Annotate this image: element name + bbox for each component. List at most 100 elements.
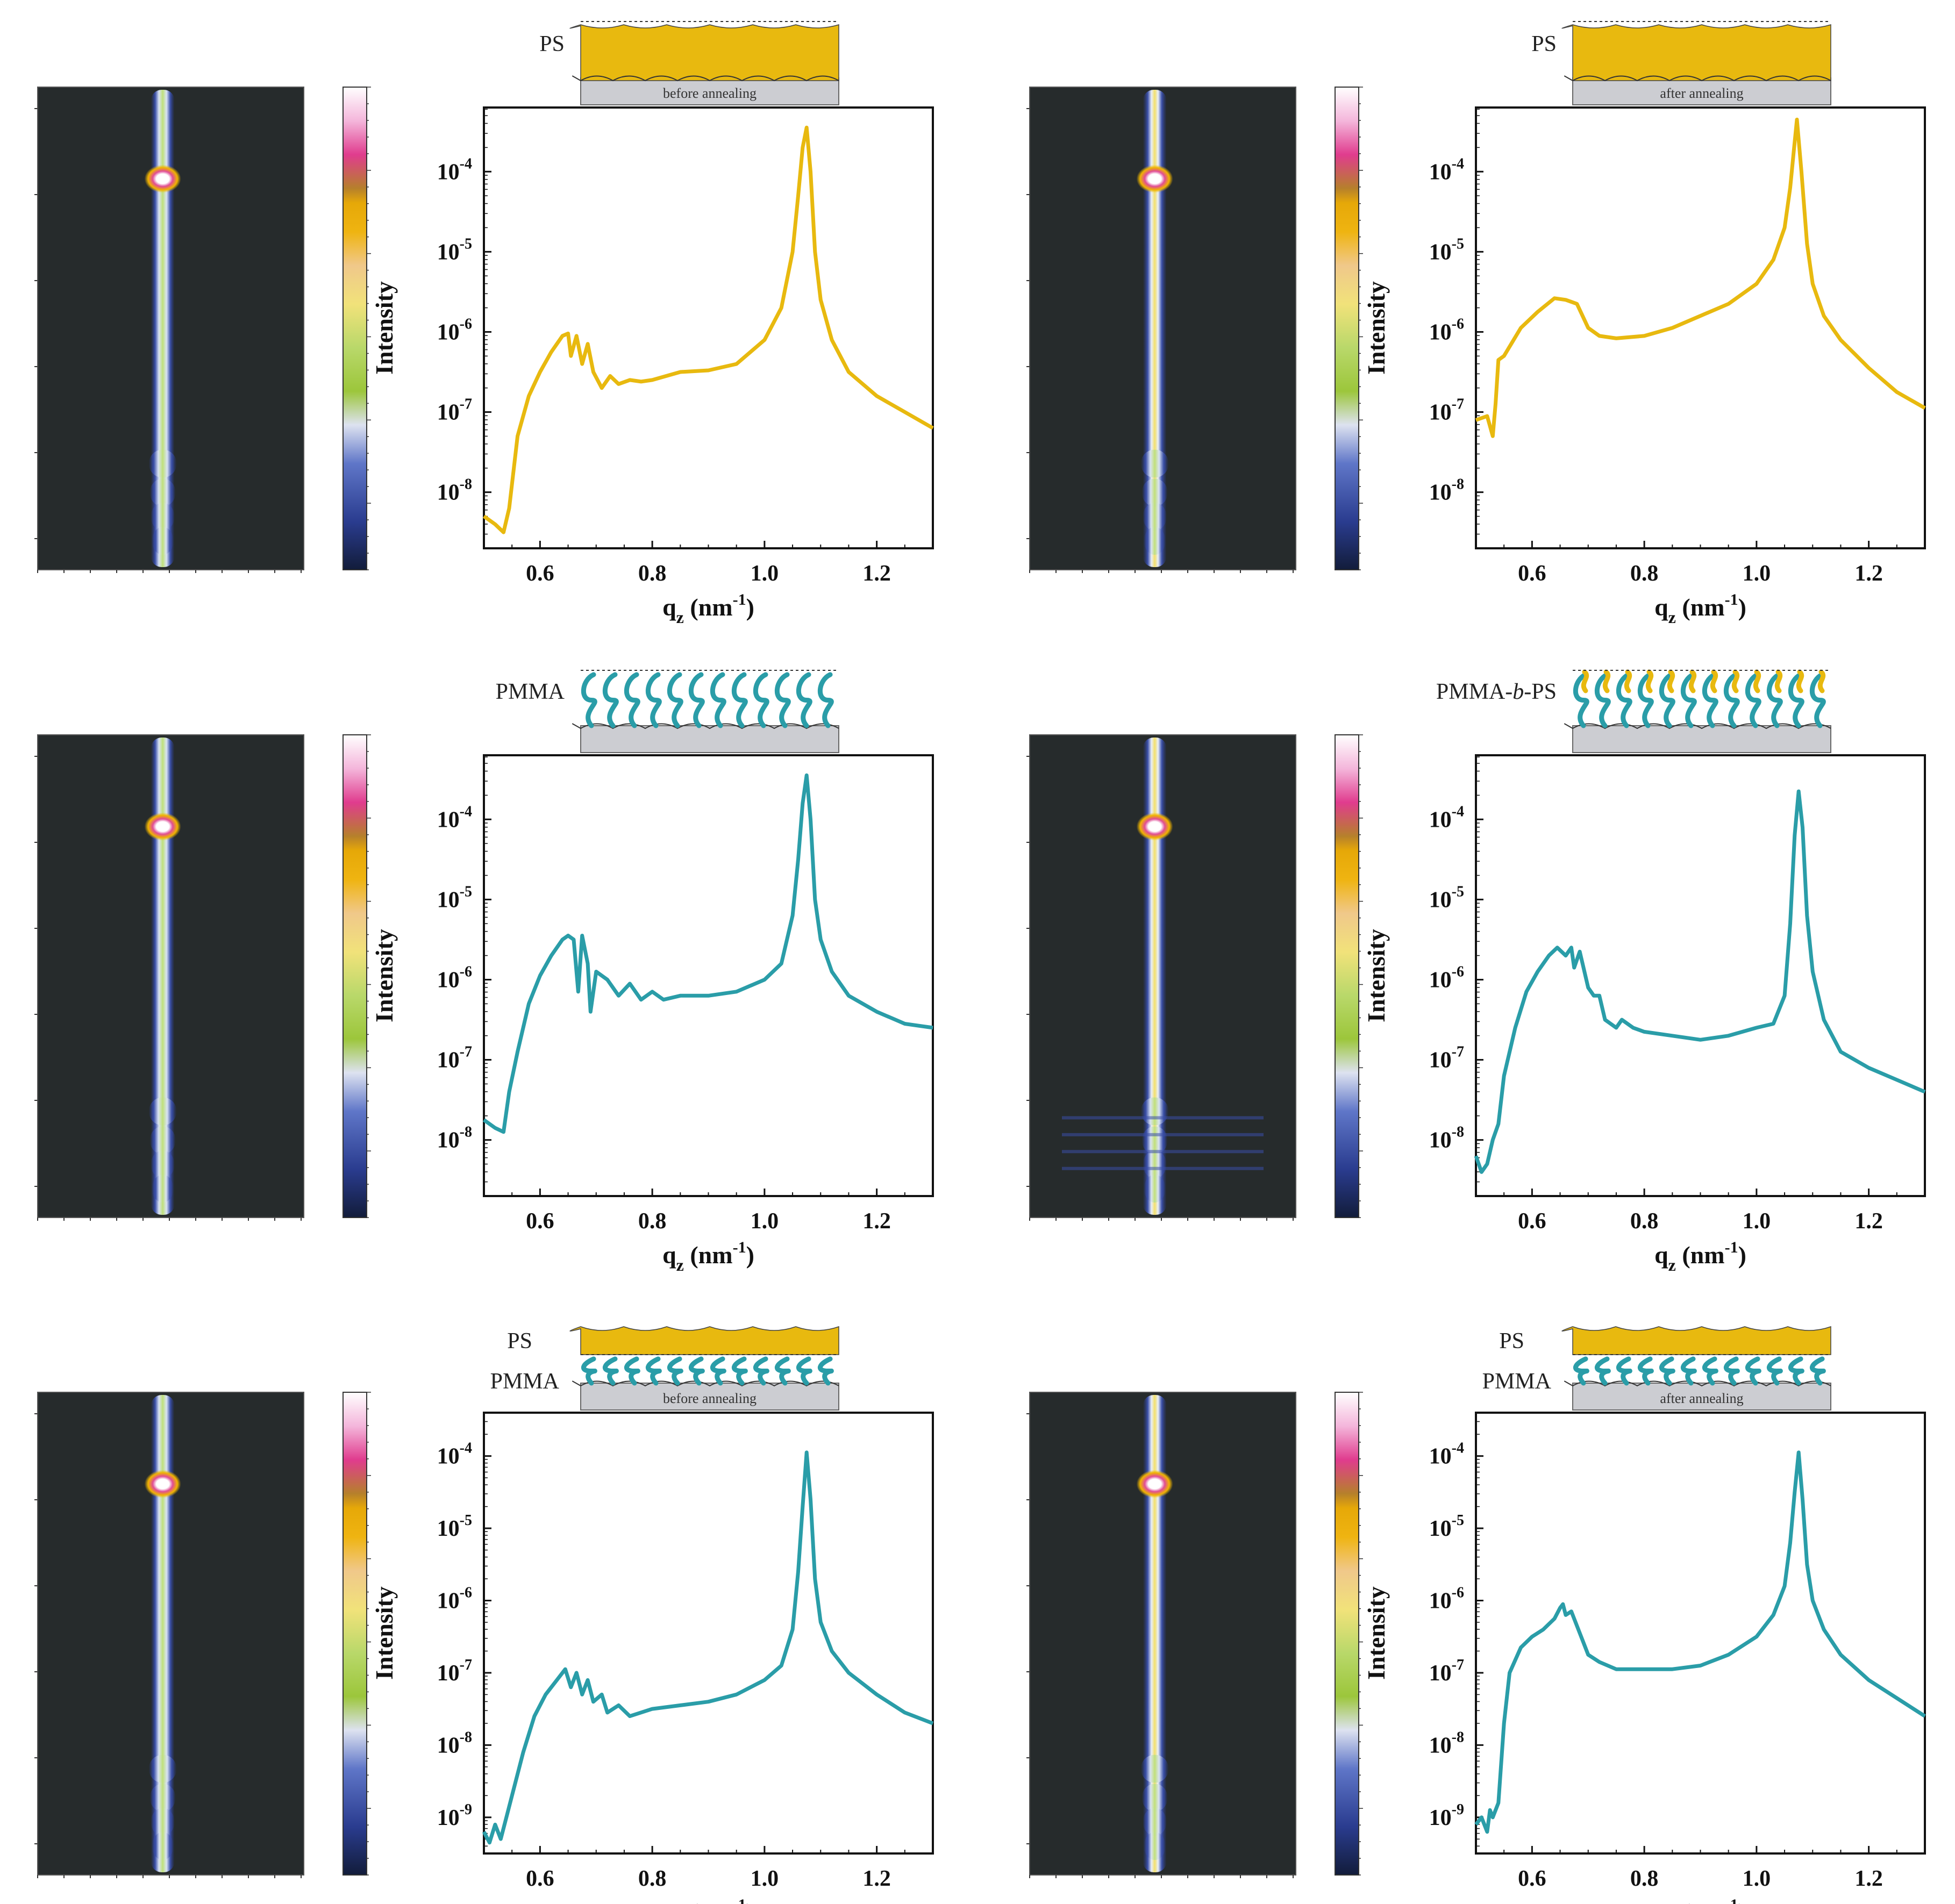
specular-rod <box>151 1395 175 1872</box>
schematic-caption: before annealing <box>663 1391 757 1406</box>
plot-frame <box>483 106 934 549</box>
x-axis-title: qz (nm-1) <box>1654 1239 1746 1275</box>
schematic-label: PMMA <box>496 679 565 704</box>
pmma-brush-chain <box>732 1356 748 1386</box>
detector-lobe <box>152 1832 174 1860</box>
detector-lobe <box>149 1784 176 1812</box>
y-tick-label: 10-6 <box>437 1585 472 1614</box>
pmma-brush-chain <box>1573 1356 1589 1386</box>
substrate <box>1572 1383 1831 1411</box>
schematic-caption: before annealing <box>663 85 757 101</box>
y-tick-label: 10-7 <box>437 1657 472 1686</box>
detector-lobe <box>1143 503 1167 531</box>
y-axis-title: Intensity <box>370 1586 398 1680</box>
y-axis-title: Intensity <box>1362 929 1390 1022</box>
detector-lobe <box>1140 1755 1169 1783</box>
bragg-peak-spot <box>144 1470 181 1498</box>
x-tick-label: 1.2 <box>862 1866 891 1891</box>
panel-ps-pmma-before: PS PMMA before annealing 0.6 0.8 1.0 1.2 10-4 10… <box>34 1326 934 1904</box>
ps-film <box>569 24 839 81</box>
detector-lobe <box>1144 1175 1166 1203</box>
x-tick-label: 1.2 <box>1854 1866 1883 1891</box>
diffuse-band <box>1062 1150 1264 1154</box>
ps-block <box>1581 669 1589 693</box>
bragg-peak-spot <box>1136 164 1173 193</box>
ps-block <box>1710 669 1718 693</box>
y-tick-label: 10-4 <box>1429 1440 1464 1469</box>
pmma-brush-chain <box>581 1356 597 1386</box>
pmma-brush-chain <box>1616 1356 1632 1386</box>
substrate-surface <box>1564 75 1831 82</box>
x-tick-label: 0.6 <box>526 1866 554 1891</box>
pmma-brush-chain <box>667 672 683 728</box>
x-axis-title: qz (nm-1) <box>1654 1896 1746 1904</box>
y-tick-label: 10-7 <box>437 396 472 425</box>
detector-lobe <box>152 527 174 555</box>
y-tick-label: 10-5 <box>1429 1512 1464 1541</box>
plot-frame <box>483 1412 934 1855</box>
pmma-brush-chain <box>818 1356 834 1386</box>
diffuse-band <box>1062 1116 1264 1120</box>
x-tick-label: 1.2 <box>1854 1209 1883 1234</box>
detector-lobe <box>151 1150 175 1179</box>
schematic-label: PS <box>1531 32 1557 56</box>
data-series-line <box>1475 117 1926 438</box>
pmma-brush-chain <box>796 672 812 728</box>
y-tick-label: 10-4 <box>1429 803 1464 832</box>
pmma-brush-chain <box>1810 1356 1826 1386</box>
y-tick-label: 10-4 <box>437 1440 472 1469</box>
x-tick-label: 0.6 <box>526 561 554 586</box>
y-tick-label: 10-5 <box>437 1512 472 1541</box>
schematic-caption: after annealing <box>1660 85 1743 101</box>
schematic-caption: after annealing <box>1660 1391 1743 1406</box>
y-tick-label: 10-8 <box>437 476 472 505</box>
bragg-peak-spot <box>1136 812 1173 841</box>
pmma-brush-chain <box>581 672 597 728</box>
y-axis-title: Intensity <box>370 929 398 1022</box>
pmma-brush-chain <box>1767 1356 1783 1386</box>
pmma-brush-chain <box>1702 672 1718 728</box>
detector-lobe <box>149 1126 176 1155</box>
pmma-brush-chain <box>1638 1356 1654 1386</box>
data-series-line <box>482 125 934 534</box>
detector-lobe <box>152 1175 174 1203</box>
pmma-brush-chain <box>753 672 769 728</box>
pmma-brush-chain <box>646 672 662 728</box>
y-tick-label: 10-7 <box>1429 396 1464 425</box>
y-tick-label: 10-7 <box>1429 1044 1464 1073</box>
ps-block <box>1731 669 1740 693</box>
y-tick-label: 10-6 <box>1429 1585 1464 1614</box>
substrate-surface <box>572 75 839 82</box>
x-tick-label: 1.0 <box>751 1866 779 1891</box>
ps-block <box>1667 669 1675 693</box>
pmma-brush-chain <box>603 1356 619 1386</box>
pmma-brush-chain <box>1595 1356 1611 1386</box>
plot-frame <box>1475 754 1926 1197</box>
ps-top-layer <box>1561 1326 1831 1355</box>
detector-lobe <box>148 1755 177 1783</box>
pmma-brush-chain <box>1681 1356 1697 1386</box>
panel-ps-pmma-after: PS PMMA after annealing 0.6 0.8 1.0 1.2 10-4 10-… <box>1026 1326 1926 1904</box>
y-tick-label: 10-8 <box>437 1729 472 1758</box>
plot-frame <box>1475 106 1926 549</box>
x-tick-label: 0.8 <box>638 561 667 586</box>
panel-ps-after: PS after annealing 0.6 0.8 1.0 1.2 10-4 10-5 10-… <box>1026 21 1926 627</box>
colorbar <box>1335 734 1359 1218</box>
ps-block <box>1796 669 1804 693</box>
pmma-brush-chain <box>1724 672 1740 728</box>
y-tick-label: 10-7 <box>1429 1657 1464 1686</box>
y-tick-label: 10-8 <box>1429 1124 1464 1153</box>
x-tick-label: 1.0 <box>1743 561 1771 586</box>
ps-block <box>1645 669 1654 693</box>
detector-lobe <box>1144 527 1166 555</box>
data-series-line <box>482 1450 934 1845</box>
detector-lobe <box>1143 1808 1167 1836</box>
detector-lobe <box>1140 1097 1169 1126</box>
pmma-brush-chain <box>1788 1356 1804 1386</box>
y-axis-title: Intensity <box>1362 1586 1390 1680</box>
pmma-brush-chain <box>1767 672 1783 728</box>
ps-top-layer <box>569 1326 839 1355</box>
pmma-brush-chain <box>775 1356 791 1386</box>
x-tick-label: 1.2 <box>862 561 891 586</box>
